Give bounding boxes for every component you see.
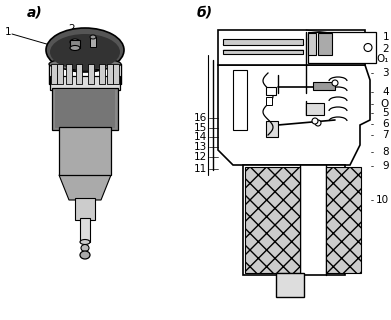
Bar: [245, 167, 300, 273]
Bar: [57, 64, 63, 84]
Bar: [266, 87, 276, 95]
Text: 1: 1: [382, 32, 389, 42]
Bar: [266, 121, 278, 137]
Bar: [266, 97, 272, 105]
Bar: [55, 90, 115, 128]
Ellipse shape: [81, 244, 89, 252]
Bar: [70, 40, 80, 48]
Text: 2: 2: [382, 44, 389, 54]
Polygon shape: [218, 65, 370, 165]
Bar: [88, 64, 94, 84]
Bar: [223, 50, 303, 54]
Bar: [218, 30, 365, 65]
Text: 10: 10: [376, 195, 389, 205]
Bar: [52, 88, 118, 130]
Text: O: O: [381, 99, 389, 109]
Text: б): б): [197, 6, 213, 20]
Text: 1: 1: [5, 27, 12, 37]
Ellipse shape: [332, 80, 338, 86]
Polygon shape: [59, 175, 111, 200]
Text: а): а): [27, 6, 43, 20]
Ellipse shape: [70, 45, 80, 51]
Bar: [66, 64, 72, 84]
Text: 15: 15: [194, 123, 207, 133]
Bar: [306, 103, 324, 115]
Bar: [51, 64, 57, 84]
Text: O₁: O₁: [377, 54, 389, 64]
Text: 8: 8: [382, 147, 389, 157]
Text: 13: 13: [194, 142, 207, 152]
Bar: [233, 70, 247, 130]
Ellipse shape: [80, 251, 90, 259]
Ellipse shape: [80, 239, 90, 244]
Text: 11: 11: [194, 164, 207, 174]
Ellipse shape: [70, 39, 80, 45]
Text: 7: 7: [382, 130, 389, 140]
Text: 16: 16: [194, 113, 207, 123]
Text: 5: 5: [382, 108, 389, 118]
Bar: [308, 32, 376, 63]
Text: 4: 4: [382, 87, 389, 97]
Bar: [76, 64, 82, 84]
Text: 12: 12: [194, 152, 207, 162]
Ellipse shape: [364, 44, 372, 52]
Bar: [107, 64, 113, 84]
Bar: [50, 76, 120, 90]
Text: 14: 14: [194, 132, 207, 142]
Ellipse shape: [49, 58, 121, 70]
Bar: [243, 165, 345, 275]
Bar: [90, 37, 96, 47]
Bar: [80, 218, 90, 242]
Bar: [75, 198, 95, 220]
Text: 2: 2: [68, 24, 75, 34]
Bar: [326, 167, 361, 273]
Ellipse shape: [50, 34, 120, 70]
Bar: [308, 33, 316, 55]
Text: 9: 9: [382, 161, 389, 171]
Ellipse shape: [90, 35, 96, 39]
Bar: [276, 273, 303, 297]
Bar: [313, 82, 335, 90]
Ellipse shape: [312, 118, 318, 124]
Bar: [318, 33, 332, 55]
Ellipse shape: [315, 120, 321, 126]
Ellipse shape: [46, 28, 124, 72]
Bar: [113, 64, 119, 84]
Text: 6: 6: [382, 119, 389, 129]
Bar: [223, 39, 303, 45]
Bar: [59, 127, 111, 175]
Bar: [99, 64, 104, 84]
Text: 3: 3: [382, 68, 389, 78]
